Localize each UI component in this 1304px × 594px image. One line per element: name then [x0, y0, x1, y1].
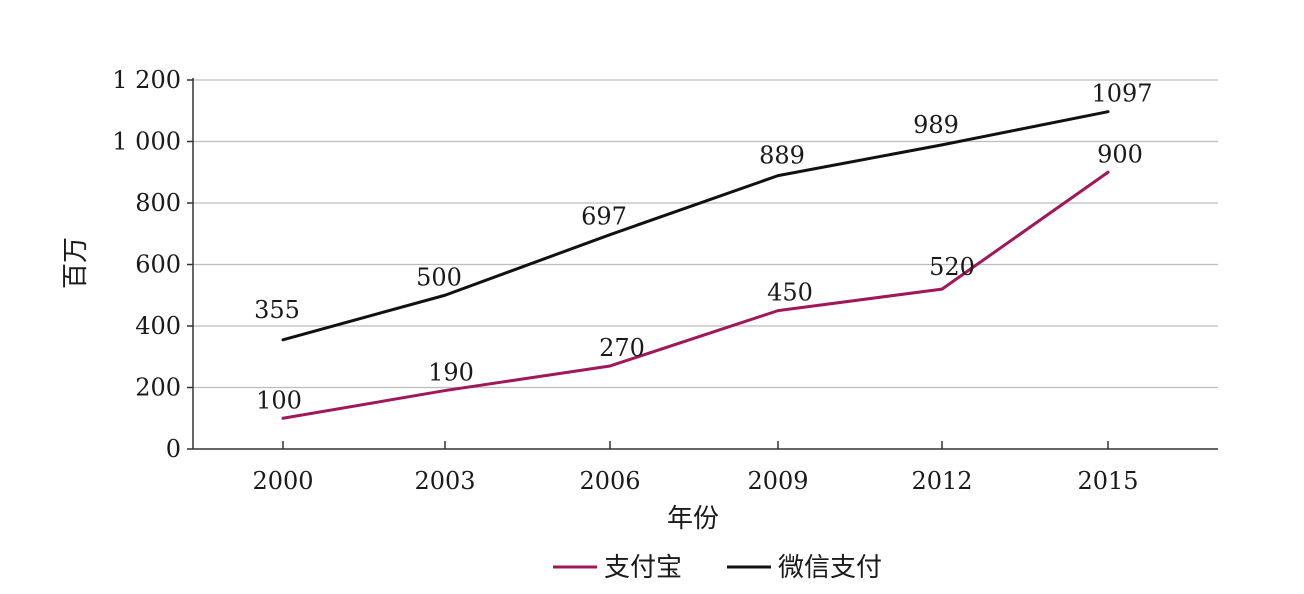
- y-tick-label-200: 200: [135, 374, 181, 402]
- legend-label-alipay: 支付宝: [604, 553, 682, 583]
- data-label-alipay-2015: 900: [1097, 140, 1143, 168]
- y-tick-label-600: 600: [135, 251, 181, 279]
- legend-label-wechat-pay: 微信支付: [778, 553, 882, 583]
- data-label-wechat-pay-2015: 1097: [1091, 80, 1152, 108]
- y-tick-label-1200: 1 200: [112, 66, 181, 94]
- grid-lines: [193, 79, 1218, 389]
- data-label-alipay-2009: 450: [767, 279, 813, 307]
- data-label-wechat-pay-2009: 889: [759, 142, 805, 170]
- data-label-wechat-pay-2006: 697: [581, 203, 627, 231]
- x-tick-label-2003: 2003: [414, 467, 475, 495]
- x-tick-label-2006: 2006: [579, 467, 640, 495]
- series-lines: [281, 110, 1110, 420]
- legend: 支付宝 微信支付: [553, 553, 882, 583]
- data-label-alipay-2012: 520: [929, 253, 975, 281]
- data-label-wechat-pay-2000: 355: [254, 296, 300, 324]
- x-axis-title: 年份: [667, 504, 719, 534]
- x-tick-label-2009: 2009: [747, 467, 808, 495]
- data-label-alipay-2006: 270: [599, 334, 645, 362]
- data-labels: 100 190 270 450 520 900 355 500 697 889 989 1097: [254, 80, 1152, 415]
- y-tick-label-400: 400: [135, 312, 181, 340]
- x-tick-label-2012: 2012: [911, 467, 972, 495]
- data-label-wechat-pay-2012: 989: [913, 111, 959, 139]
- y-axis-title: 百万: [61, 237, 91, 289]
- series-line-wechat-pay: [281, 110, 1110, 342]
- y-tick-label-800: 800: [135, 189, 181, 217]
- data-label-alipay-2003: 190: [428, 359, 474, 387]
- y-tick-label-0: 0: [166, 435, 181, 463]
- y-tick-label-1000: 1 000: [112, 128, 181, 156]
- x-tick-label-2000: 2000: [252, 467, 313, 495]
- series-line-alipay: [281, 170, 1110, 420]
- data-label-alipay-2000: 100: [256, 386, 302, 414]
- axes: 0 200 400 600 800 1 000 1 200 2000 2003 2006 2009 2…: [112, 66, 1218, 495]
- data-label-wechat-pay-2003: 500: [416, 263, 462, 291]
- x-tick-label-2015: 2015: [1077, 467, 1138, 495]
